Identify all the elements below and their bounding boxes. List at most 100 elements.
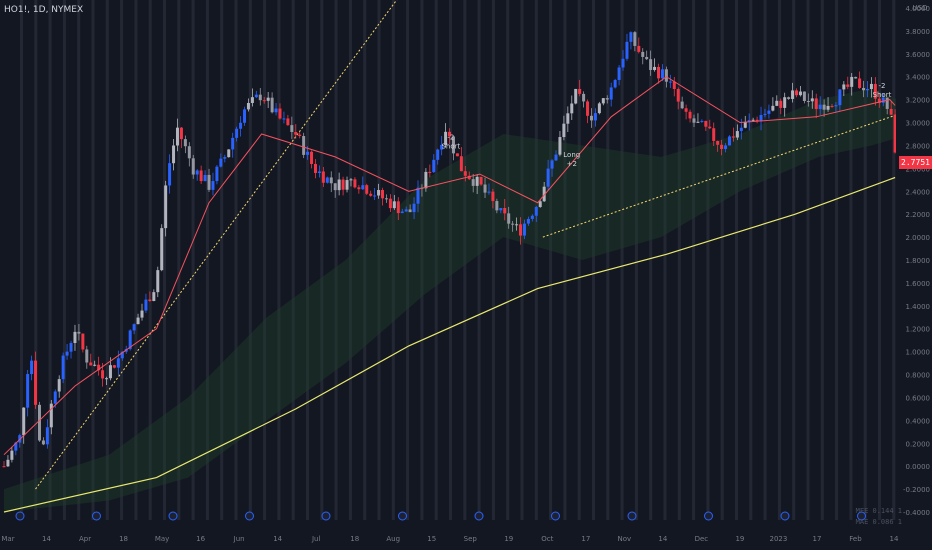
candle-body: [14, 442, 18, 451]
candle-body: [511, 223, 515, 225]
candle-body: [408, 209, 412, 213]
session-stripe: [878, 0, 881, 520]
candle-body: [463, 171, 467, 176]
candle-body: [830, 105, 834, 107]
candle-body: [381, 189, 385, 199]
x-tick-label: Sep: [464, 535, 478, 543]
candle-body: [885, 97, 889, 109]
event-marker-icon: [474, 511, 484, 521]
candle-body: [321, 171, 325, 183]
candle-body: [798, 91, 802, 96]
candle-body: [61, 355, 65, 380]
candle-body: [45, 427, 49, 445]
candle-body: [37, 404, 41, 441]
x-tick-label: 19: [504, 535, 513, 543]
candle-body: [365, 185, 369, 194]
session-stripe: [592, 0, 595, 520]
y-tick-label: 3.6000: [906, 51, 931, 59]
event-marker-icon: [398, 511, 407, 521]
candle-body: [763, 113, 767, 115]
candle-body: [448, 131, 452, 137]
candle-body: [179, 127, 183, 140]
candle-body: [313, 163, 317, 173]
candle-body: [89, 362, 93, 366]
candle-body: [574, 88, 578, 104]
candle-body: [440, 144, 444, 150]
candle-body: [846, 84, 850, 87]
candle-body: [361, 185, 365, 190]
session-stripe: [577, 0, 581, 520]
event-marker-icon: [245, 511, 254, 521]
candle-body: [542, 186, 546, 202]
candle-body: [369, 193, 373, 196]
candle-body: [503, 207, 507, 214]
candle-body: [116, 358, 120, 368]
y-tick-label: 1.2000: [906, 326, 931, 334]
y-tick-label: 0.6000: [906, 394, 931, 402]
candle-body: [266, 97, 270, 101]
event-marker-icon: [780, 511, 790, 521]
candle-body: [108, 365, 112, 379]
candle-body: [605, 98, 609, 100]
candle-body: [838, 89, 842, 106]
candle-body: [341, 179, 345, 190]
session-stripe: [749, 0, 753, 520]
candle-body: [424, 171, 428, 189]
time-axis-bg: [0, 520, 932, 550]
legend-line-mae: MAE 0.086 1: [855, 518, 902, 526]
candle-body: [657, 66, 661, 79]
candle-body: [873, 83, 877, 99]
y-tick-label: 0.8000: [906, 372, 931, 380]
session-stripe: [234, 0, 238, 520]
candle-body: [156, 270, 160, 293]
trade-annotation-text: -2: [878, 82, 885, 90]
candle-body: [254, 94, 258, 98]
candle-body: [810, 98, 814, 102]
candle-body: [802, 91, 806, 102]
candle-body: [834, 105, 838, 107]
x-tick-label: 18: [350, 535, 359, 543]
candle-body: [349, 179, 353, 181]
candle-body: [278, 108, 282, 119]
session-stripe: [520, 0, 524, 520]
candle-body: [148, 299, 152, 301]
candle-body: [771, 105, 775, 111]
session-stripe: [534, 0, 538, 520]
candle-body: [688, 111, 692, 119]
candle-body: [779, 100, 783, 108]
event-marker-icon: [168, 511, 178, 521]
candle-body: [6, 459, 10, 467]
candle-body: [258, 94, 262, 101]
candle-body: [274, 108, 278, 113]
session-stripe: [777, 0, 781, 520]
candle-body: [168, 163, 172, 186]
x-tick-label: May: [155, 535, 169, 543]
x-tick-label: 2023: [770, 535, 788, 543]
candle-body: [692, 118, 696, 123]
candle-body: [459, 156, 463, 172]
session-stripe: [77, 0, 81, 520]
candle-body: [132, 324, 136, 331]
candle-body: [227, 149, 231, 158]
candle-body: [645, 56, 649, 60]
candle-body: [432, 159, 436, 173]
event-marker-icon: [321, 511, 331, 521]
candle-body: [388, 198, 392, 209]
x-tick-label: 17: [581, 535, 590, 543]
session-stripe: [134, 0, 138, 520]
candle-body: [69, 343, 73, 352]
trade-annotation-text: Long: [563, 151, 580, 159]
session-stripe: [620, 0, 624, 520]
candle-body: [629, 32, 633, 42]
x-tick-label: 19: [735, 535, 744, 543]
candle-body: [783, 97, 787, 108]
candle-body: [613, 79, 617, 88]
session-stripe: [634, 0, 638, 520]
session-stripe: [163, 0, 166, 520]
y-tick-label: 1.4000: [906, 303, 931, 311]
candle-body: [404, 209, 408, 212]
candle-body: [601, 98, 605, 104]
candle-body: [81, 333, 85, 350]
